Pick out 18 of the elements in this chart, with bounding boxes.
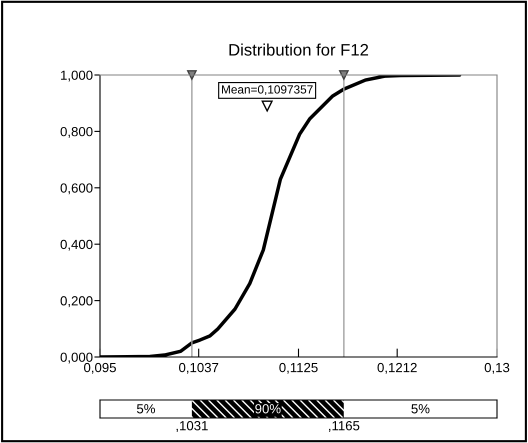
text: ,1165 <box>329 421 360 432</box>
y-tick-label: 0,000 <box>60 352 93 364</box>
x-tick-label: 0,1125 <box>279 362 318 374</box>
chart-title: Distribution for F12 <box>229 43 368 56</box>
text: 5% <box>411 404 430 414</box>
text: 90% <box>255 404 281 414</box>
y-tick-label: 0,400 <box>60 240 93 251</box>
x-tick-label: 0,1212 <box>378 362 417 374</box>
x-tick-label: 0,095 <box>84 362 116 374</box>
text: ,1031 <box>176 421 208 432</box>
text: 5% <box>136 404 156 414</box>
x-tick-label: 0,13 <box>484 362 510 374</box>
y-tick-label: 1,000 <box>61 70 93 82</box>
y-tick-label: 0,600 <box>60 183 93 194</box>
y-tick-label: 0,800 <box>60 126 93 138</box>
annotation: Mean=0,1097357 <box>222 85 313 96</box>
x-tick-label: 0,1037 <box>179 362 218 374</box>
y-tick-label: 0,200 <box>60 296 93 308</box>
